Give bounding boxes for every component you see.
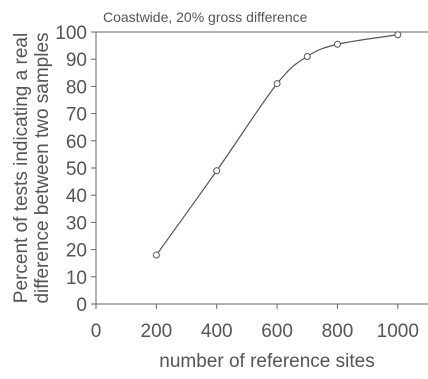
x-tick-label: 1000 (377, 321, 419, 342)
y-tick-label: 80 (66, 77, 87, 98)
y-tick-label: 0 (76, 295, 87, 316)
x-tick-label: 0 (91, 321, 102, 342)
x-tick-label: 200 (141, 321, 173, 342)
y-tick-label: 40 (66, 186, 87, 207)
data-point (152, 251, 160, 259)
data-point (273, 80, 281, 88)
y-axis-title-line-1: Percent of tests indicating a real (11, 33, 32, 303)
x-tick-label: 600 (261, 321, 293, 342)
y-tick-label: 90 (66, 50, 87, 71)
y-tick-label: 70 (66, 105, 87, 126)
y-tick-label: 100 (55, 23, 87, 44)
data-point (303, 52, 311, 60)
data-point (394, 31, 402, 39)
series-line (155, 34, 398, 256)
chart-annotation: Coastwide, 20% gross difference (103, 9, 308, 25)
y-tick-label: 20 (66, 241, 87, 262)
data-point (333, 40, 341, 48)
y-tick-label: 10 (66, 268, 87, 289)
y-tick-label: 60 (66, 132, 87, 153)
y-axis-title-line-2: difference between two samples (32, 32, 53, 303)
x-tick-label: 800 (322, 321, 354, 342)
series-layer (152, 31, 402, 259)
y-tick-label: 50 (66, 159, 87, 180)
x-axis-title: number of reference sites (159, 351, 374, 372)
data-point (213, 167, 221, 175)
x-tick-label: 400 (201, 321, 233, 342)
y-tick-label: 30 (66, 213, 87, 234)
